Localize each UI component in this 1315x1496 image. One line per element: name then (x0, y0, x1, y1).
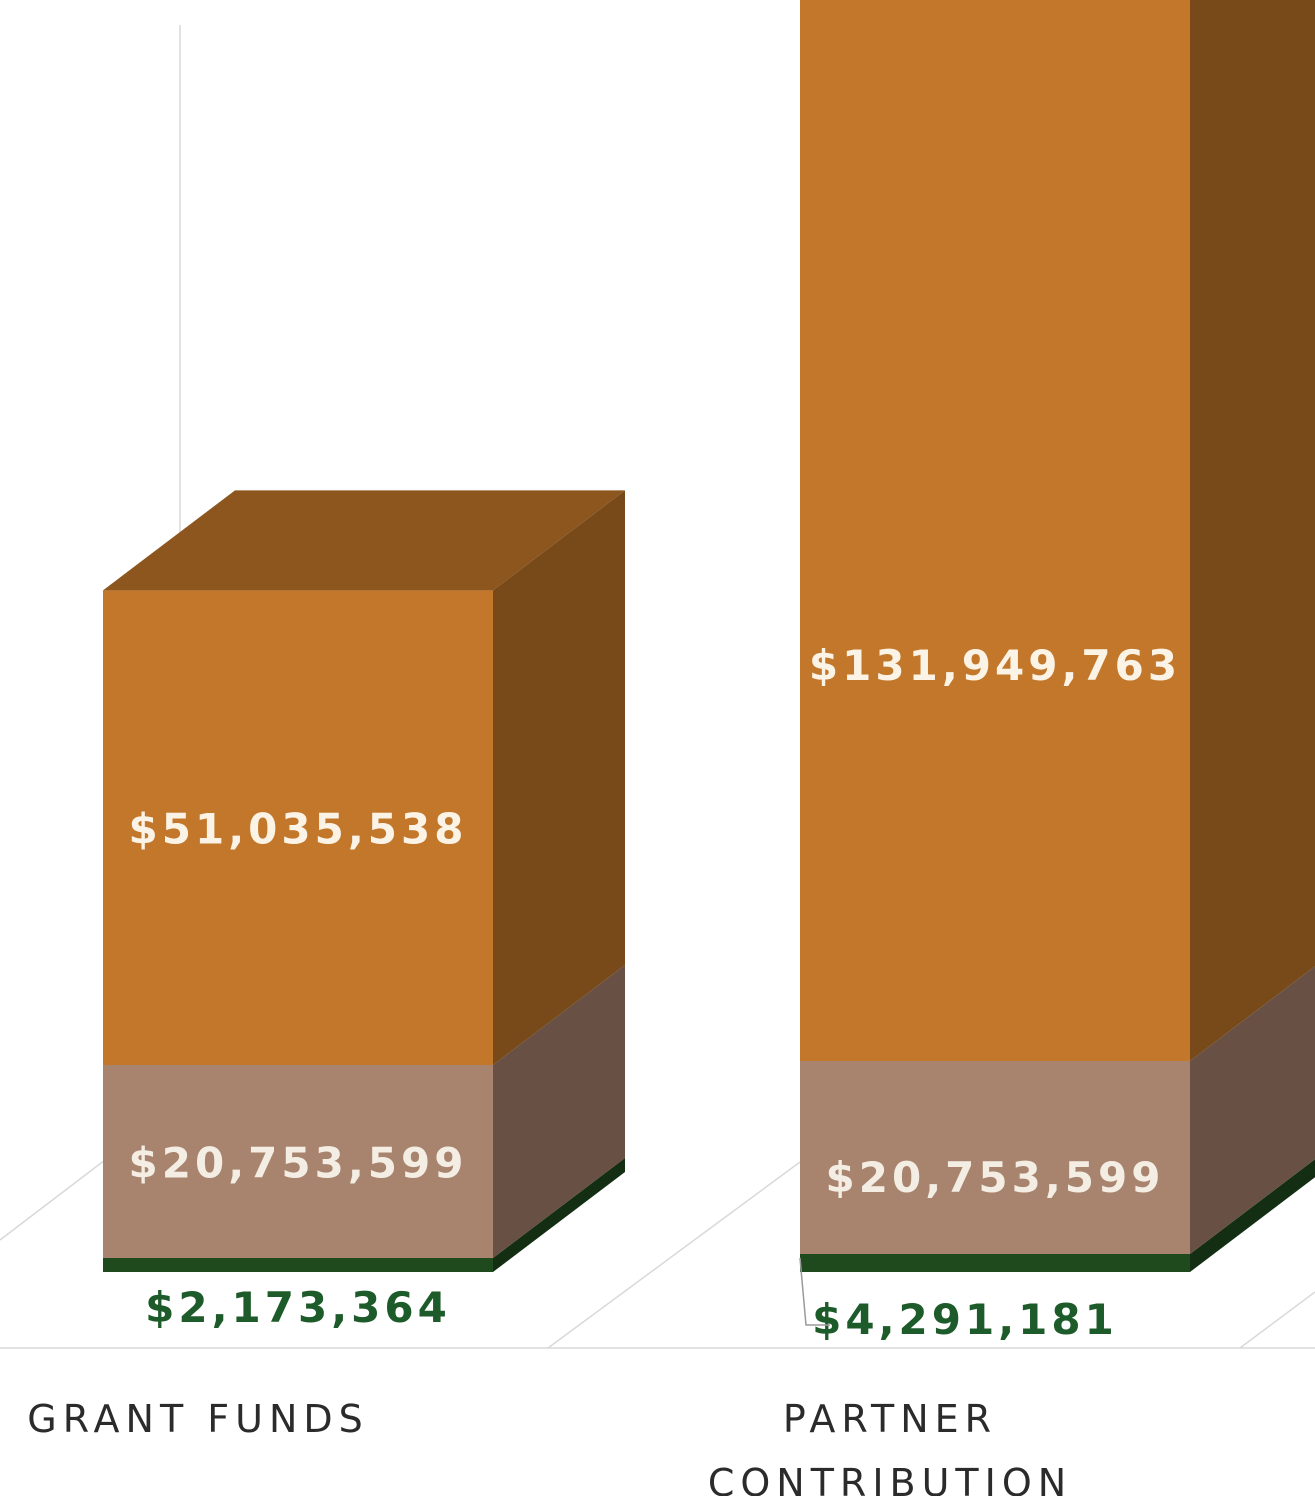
bar-segment-side (1190, 1159, 1315, 1272)
bar-segment-front (800, 1060, 1190, 1254)
bar-segment-front (103, 1258, 493, 1272)
leader-line (799, 1257, 830, 1326)
category-labels: GRANT FUNDS PARTNER CONTRIBUTION (27, 1397, 1072, 1496)
bar-segment-front (103, 1064, 493, 1258)
bar-segment-front (800, 0, 1190, 1061)
category-label: PARTNER (783, 1397, 997, 1441)
bar-segment-side (493, 490, 625, 1065)
floor-line (0, 1159, 106, 1241)
data-label-top: $131,949,763 (809, 641, 1181, 690)
data-label-middle: $20,753,599 (826, 1153, 1165, 1202)
chart-floor (0, 1159, 1315, 1349)
bar-segment-side (1190, 966, 1315, 1254)
category-label: CONTRIBUTION (708, 1461, 1072, 1496)
bar-segment-side (493, 1158, 625, 1272)
data-label-top: $51,035,538 (129, 805, 468, 854)
floor-line (547, 1161, 801, 1349)
bar-segment-front (103, 590, 493, 1065)
data-label-bottom: $4,291,181 (812, 1295, 1118, 1344)
bar-segment-front (800, 1254, 1190, 1272)
bars (103, 0, 1315, 1272)
bar-top-face (103, 490, 625, 591)
data-label-middle: $20,753,599 (129, 1138, 468, 1187)
floor-line (1239, 1291, 1315, 1349)
data-labels: $2,173,364 $20,753,599 $51,035,538 $4,291,1… (129, 641, 1181, 1344)
category-label: GRANT FUNDS (27, 1397, 369, 1441)
bar-segment-side (493, 964, 625, 1258)
bar-segment-side (1190, 0, 1315, 1061)
data-label-bottom: $2,173,364 (145, 1283, 451, 1332)
